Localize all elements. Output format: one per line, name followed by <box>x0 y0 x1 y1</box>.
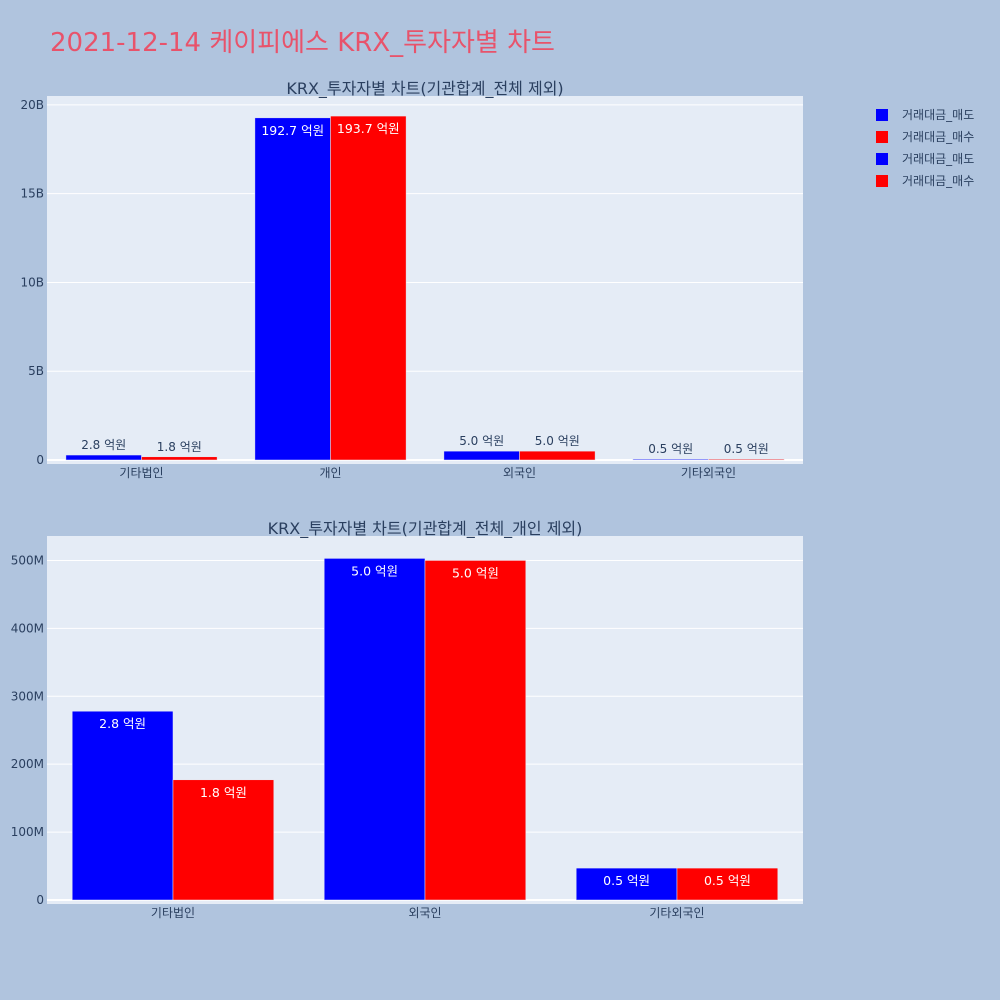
data-label: 0.5 억원 <box>704 873 751 888</box>
data-label: 5.0 억원 <box>452 565 499 580</box>
bar-sell <box>65 454 142 461</box>
data-label: 193.7 억원 <box>337 121 400 136</box>
legend-swatch <box>876 131 888 143</box>
chart-title: KRX_투자자별 차트(기관합계_전체_개인 제외) <box>268 519 583 539</box>
y-tick-label: 100M <box>11 825 44 839</box>
legend-swatch <box>876 153 888 165</box>
data-label: 5.0 억원 <box>535 434 580 448</box>
bar-buy <box>424 560 527 901</box>
y-tick-label: 0 <box>36 893 44 907</box>
y-tick-label: 5B <box>28 364 44 378</box>
bar-buy <box>172 779 275 901</box>
legend-item[interactable]: 거래대금_매수 <box>876 130 974 144</box>
page-title: 2021-12-14 케이피에스 KRX_투자자별 차트 <box>50 28 555 58</box>
bar-sell <box>71 710 174 901</box>
legend-swatch <box>876 109 888 121</box>
data-label: 2.8 억원 <box>99 716 146 731</box>
plot-area <box>47 96 803 464</box>
bar-buy <box>519 450 596 461</box>
x-tick-label: 기타법인 <box>151 906 195 920</box>
x-tick-label: 외국인 <box>503 466 536 480</box>
x-tick-label: 기타외국인 <box>649 906 704 920</box>
y-tick-label: 400M <box>11 621 44 635</box>
data-label: 0.5 억원 <box>648 442 693 456</box>
data-label: 1.8 억원 <box>200 785 247 800</box>
chart-panel-1: 0 5B 10B 15B 20B KRX_투자자별 차트(기관합계_전체 제외) 기타법인 2… <box>20 79 803 480</box>
bar-buy <box>141 456 218 461</box>
data-label: 5.0 억원 <box>351 563 398 578</box>
bar-sell <box>323 558 426 901</box>
y-tick-label: 0 <box>36 453 44 467</box>
bar-sell <box>254 117 331 461</box>
legend-swatch <box>876 175 888 187</box>
chart-title: KRX_투자자별 차트(기관합계_전체 제외) <box>286 79 563 99</box>
y-tick-label: 300M <box>11 689 44 703</box>
chart-panel-2: 0 100M 200M 300M 400M 500M KRX_투자자별 차트(기관합계_전체… <box>11 519 803 920</box>
legend-label: 거래대금_매수 <box>902 130 974 144</box>
data-label: 1.8 억원 <box>157 440 202 454</box>
legend-label: 거래대금_매도 <box>902 108 974 122</box>
data-label: 2.8 억원 <box>81 438 126 452</box>
bar-sell <box>443 450 520 461</box>
bar-sell <box>575 867 678 901</box>
bar-sell <box>632 458 709 461</box>
x-tick-label: 외국인 <box>408 906 441 920</box>
x-tick-label: 개인 <box>319 466 341 480</box>
legend-label: 거래대금_매도 <box>902 152 974 166</box>
data-label: 5.0 억원 <box>459 434 504 448</box>
legend-item[interactable]: 거래대금_매도 <box>876 108 974 122</box>
legend-label: 거래대금_매수 <box>902 174 974 188</box>
bar-buy <box>676 867 779 901</box>
y-tick-label: 15B <box>20 187 44 201</box>
charts-layer: 0 5B 10B 15B 20B KRX_투자자별 차트(기관합계_전체 제외) 기타법인 2… <box>11 79 803 920</box>
x-tick-label: 기타법인 <box>119 466 163 480</box>
data-label: 192.7 억원 <box>261 123 324 138</box>
y-tick-label: 20B <box>20 98 44 112</box>
legend-item[interactable]: 거래대금_매수 <box>876 174 974 188</box>
y-tick-label: 200M <box>11 757 44 771</box>
data-label: 0.5 억원 <box>603 873 650 888</box>
y-tick-label: 500M <box>11 553 44 567</box>
x-tick-label: 기타외국인 <box>681 466 736 480</box>
y-tick-label: 10B <box>20 275 44 289</box>
bar-buy <box>330 115 407 461</box>
data-label: 0.5 억원 <box>724 442 769 456</box>
legend-item[interactable]: 거래대금_매도 <box>876 152 974 166</box>
bar-buy <box>708 458 785 461</box>
